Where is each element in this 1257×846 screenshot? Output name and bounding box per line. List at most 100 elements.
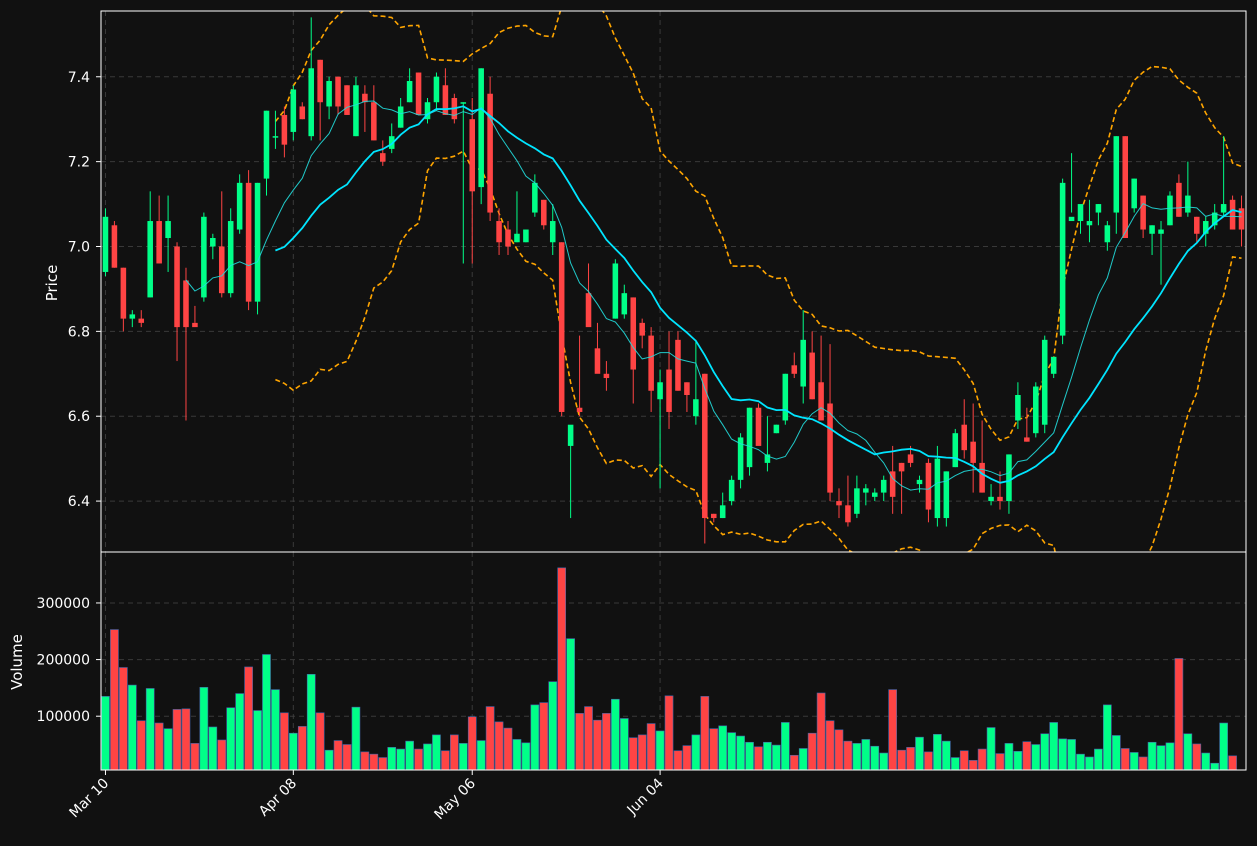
candle-body — [925, 462, 932, 510]
candle-body — [1095, 204, 1102, 213]
candle-body — [576, 407, 583, 412]
candle-body — [1167, 195, 1173, 226]
candle-body — [746, 407, 753, 468]
price-tick-label: 6.4 — [68, 494, 90, 510]
candle-body — [308, 68, 314, 137]
volume-bar — [1174, 658, 1184, 771]
candle-body — [192, 322, 198, 328]
volume-bar — [789, 754, 799, 771]
candle-body — [1122, 136, 1129, 239]
candle-body — [728, 479, 735, 502]
volume-axis: 100000 200000 300000 — [37, 596, 101, 725]
candle-body — [621, 293, 628, 315]
candle-body — [1006, 454, 1012, 502]
volume-bar — [655, 730, 665, 771]
volume-bar — [342, 744, 352, 771]
candle-body — [1041, 339, 1048, 425]
candle-body — [1140, 195, 1146, 230]
volume-bar — [154, 722, 164, 771]
volume-bar — [942, 740, 951, 771]
volume-bar — [727, 732, 736, 771]
candle-body — [1220, 204, 1227, 213]
candle-body — [263, 110, 270, 179]
candle-body — [630, 297, 637, 370]
volume-bar — [1013, 751, 1023, 771]
volume-bar — [521, 742, 531, 771]
candle-body — [138, 318, 145, 323]
candle-body — [388, 136, 395, 149]
volume-bar — [557, 567, 567, 771]
volume-bar — [441, 750, 450, 771]
volume-bar — [324, 749, 334, 771]
volume-bar — [369, 753, 379, 771]
candle-body — [210, 238, 216, 247]
candle-body — [773, 424, 780, 434]
price-tick-label: 6.8 — [68, 324, 90, 340]
candle-body — [174, 246, 180, 328]
volume-bar — [602, 713, 611, 771]
volume-bar — [280, 712, 289, 771]
candle-body — [1149, 225, 1155, 234]
volume-bars — [101, 567, 1237, 771]
volume-bar — [1192, 743, 1202, 771]
candle-body — [433, 76, 440, 103]
volume-bar — [119, 667, 128, 771]
volume-bar — [950, 757, 960, 771]
candle-body — [406, 81, 413, 103]
volume-bar — [798, 748, 808, 771]
volume-bar — [226, 707, 236, 771]
candle-body — [845, 505, 851, 523]
volume-bar — [825, 720, 835, 771]
candle-body — [1068, 216, 1075, 222]
candle-body — [1024, 437, 1030, 442]
volume-bar — [512, 739, 522, 771]
volume-bar — [262, 654, 271, 771]
volume-bar — [888, 689, 897, 771]
candle-body — [1086, 221, 1093, 226]
candle-body — [549, 221, 556, 243]
volume-bar — [172, 709, 182, 771]
candle-body — [863, 488, 869, 493]
candle-body — [1176, 182, 1182, 217]
candle-body — [898, 462, 905, 472]
volume-bar — [637, 734, 647, 771]
volume-bar — [772, 744, 781, 771]
candle-body — [558, 242, 565, 412]
volume-bar — [754, 746, 763, 771]
candle-body — [737, 437, 744, 480]
volume-bar — [1183, 733, 1193, 771]
volume-bar — [297, 726, 307, 771]
candle-body — [1229, 199, 1236, 230]
candle-body — [120, 267, 127, 319]
candle-body — [415, 72, 422, 115]
candle-body — [800, 339, 806, 387]
volume-bar — [333, 740, 343, 771]
fast-moving-average-line — [185, 100, 1242, 491]
candle-body — [1059, 182, 1066, 336]
volume-bar — [843, 740, 853, 771]
volume-bar — [494, 721, 504, 771]
volume-bar — [1111, 735, 1121, 771]
volume-tick-label: 200000 — [37, 653, 90, 669]
price-tick-label: 6.6 — [68, 409, 90, 425]
candle-body — [612, 263, 619, 319]
bollinger-bands — [274, 11, 1242, 552]
candle-body — [397, 106, 404, 128]
price-tick-label: 7.0 — [68, 239, 90, 255]
candle-body — [719, 505, 726, 519]
candle-body — [827, 403, 833, 493]
volume-bar — [664, 695, 674, 771]
candle-body — [245, 182, 252, 302]
candle-body — [997, 496, 1003, 502]
candle-body — [961, 424, 967, 451]
volume-bar — [127, 684, 137, 771]
volume-bar — [423, 743, 432, 771]
candle-body — [1131, 178, 1137, 209]
candle-body — [710, 513, 717, 519]
volume-bar — [816, 692, 826, 771]
candle-body — [1050, 356, 1057, 374]
volume-bar — [235, 693, 244, 771]
candle-body — [102, 216, 109, 272]
